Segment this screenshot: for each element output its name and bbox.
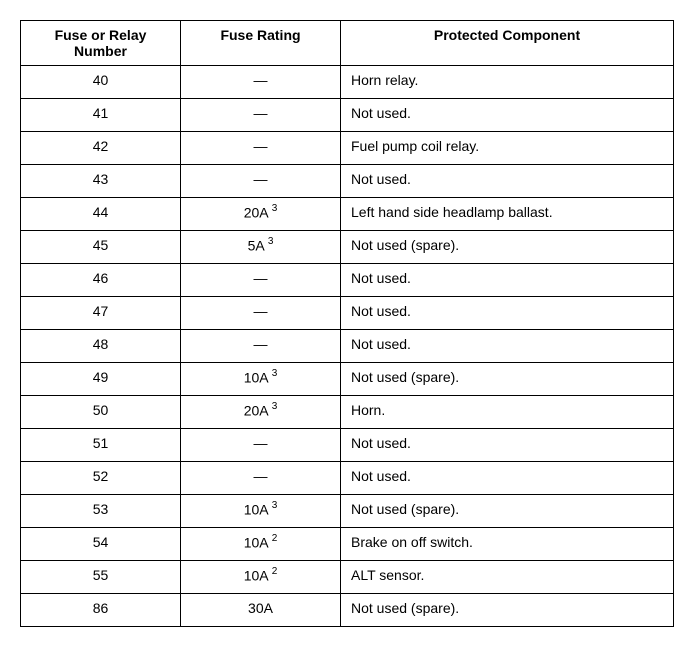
cell-component: Left hand side headlamp ballast. <box>341 198 674 231</box>
col-header-component: Protected Component <box>341 21 674 66</box>
cell-component: Not used. <box>341 165 674 198</box>
table-row: 41 — Not used. <box>21 99 674 132</box>
cell-number: 86 <box>21 594 181 627</box>
rating-value: — <box>254 468 268 484</box>
col-header-number: Fuse or Relay Number <box>21 21 181 66</box>
rating-value: — <box>254 72 268 88</box>
cell-number: 42 <box>21 132 181 165</box>
cell-rating: 10A 3 <box>181 363 341 396</box>
cell-number: 41 <box>21 99 181 132</box>
cell-component: Brake on off switch. <box>341 528 674 561</box>
rating-value: — <box>254 171 268 187</box>
cell-rating: 10A 2 <box>181 561 341 594</box>
rating-value: 5A <box>248 238 264 254</box>
cell-rating: — <box>181 462 341 495</box>
cell-rating: — <box>181 297 341 330</box>
table-row: 47 — Not used. <box>21 297 674 330</box>
cell-rating: 10A 3 <box>181 495 341 528</box>
cell-rating: — <box>181 330 341 363</box>
table-row: 5310A 3Not used (spare). <box>21 495 674 528</box>
cell-component: Not used (spare). <box>341 231 674 264</box>
cell-number: 54 <box>21 528 181 561</box>
table-row: 4420A 3Left hand side headlamp ballast. <box>21 198 674 231</box>
col-header-rating: Fuse Rating <box>181 21 341 66</box>
rating-value: 10A <box>244 370 268 386</box>
rating-footnote: 3 <box>272 368 278 379</box>
cell-rating: 30A <box>181 594 341 627</box>
cell-rating: 20A 3 <box>181 198 341 231</box>
table-row: 455A 3Not used (spare). <box>21 231 674 264</box>
cell-component: Horn relay. <box>341 66 674 99</box>
cell-component: Not used. <box>341 462 674 495</box>
fuse-table: Fuse or Relay Number Fuse Rating Protect… <box>20 20 674 627</box>
table-row: 48 — Not used. <box>21 330 674 363</box>
table-row: 40 — Horn relay. <box>21 66 674 99</box>
table-row: 5020A 3Horn. <box>21 396 674 429</box>
cell-number: 55 <box>21 561 181 594</box>
rating-value: — <box>254 303 268 319</box>
cell-rating: — <box>181 99 341 132</box>
rating-value: 20A <box>244 205 268 221</box>
table-row: 5410A 2Brake on off switch. <box>21 528 674 561</box>
cell-number: 52 <box>21 462 181 495</box>
cell-rating: 20A 3 <box>181 396 341 429</box>
rating-footnote: 2 <box>272 566 278 577</box>
cell-component: Horn. <box>341 396 674 429</box>
rating-value: — <box>254 435 268 451</box>
rating-footnote: 2 <box>272 533 278 544</box>
cell-number: 46 <box>21 264 181 297</box>
rating-value: — <box>254 105 268 121</box>
table-header-row: Fuse or Relay Number Fuse Rating Protect… <box>21 21 674 66</box>
rating-footnote: 3 <box>268 236 274 247</box>
cell-rating: — <box>181 264 341 297</box>
table-row: 42 — Fuel pump coil relay. <box>21 132 674 165</box>
cell-component: ALT sensor. <box>341 561 674 594</box>
table-row: 5510A 2ALT sensor. <box>21 561 674 594</box>
cell-component: Not used (spare). <box>341 363 674 396</box>
cell-number: 49 <box>21 363 181 396</box>
cell-rating: — <box>181 132 341 165</box>
cell-number: 44 <box>21 198 181 231</box>
cell-component: Not used. <box>341 99 674 132</box>
table-row: 46 — Not used. <box>21 264 674 297</box>
rating-value: 20A <box>244 403 268 419</box>
cell-rating: 10A 2 <box>181 528 341 561</box>
rating-value: — <box>254 336 268 352</box>
rating-value: — <box>254 138 268 154</box>
cell-component: Fuel pump coil relay. <box>341 132 674 165</box>
cell-component: Not used. <box>341 330 674 363</box>
cell-rating: — <box>181 165 341 198</box>
cell-rating: — <box>181 66 341 99</box>
cell-component: Not used (spare). <box>341 495 674 528</box>
rating-value: 10A <box>244 568 268 584</box>
cell-component: Not used. <box>341 297 674 330</box>
cell-number: 47 <box>21 297 181 330</box>
table-row: 52 — Not used. <box>21 462 674 495</box>
cell-number: 48 <box>21 330 181 363</box>
table-row: 86 30A Not used (spare). <box>21 594 674 627</box>
rating-footnote: 3 <box>272 203 278 214</box>
cell-number: 51 <box>21 429 181 462</box>
cell-number: 40 <box>21 66 181 99</box>
cell-number: 53 <box>21 495 181 528</box>
cell-rating: 5A 3 <box>181 231 341 264</box>
cell-number: 45 <box>21 231 181 264</box>
rating-value: 10A <box>244 535 268 551</box>
table-row: 43 — Not used. <box>21 165 674 198</box>
rating-footnote: 3 <box>272 401 278 412</box>
rating-value: 10A <box>244 502 268 518</box>
rating-value: — <box>254 270 268 286</box>
cell-component: Not used. <box>341 429 674 462</box>
table-row: 51 — Not used. <box>21 429 674 462</box>
cell-component: Not used. <box>341 264 674 297</box>
cell-rating: — <box>181 429 341 462</box>
cell-number: 43 <box>21 165 181 198</box>
table-row: 4910A 3Not used (spare). <box>21 363 674 396</box>
cell-number: 50 <box>21 396 181 429</box>
rating-footnote: 3 <box>272 500 278 511</box>
rating-value: 30A <box>248 600 273 616</box>
cell-component: Not used (spare). <box>341 594 674 627</box>
